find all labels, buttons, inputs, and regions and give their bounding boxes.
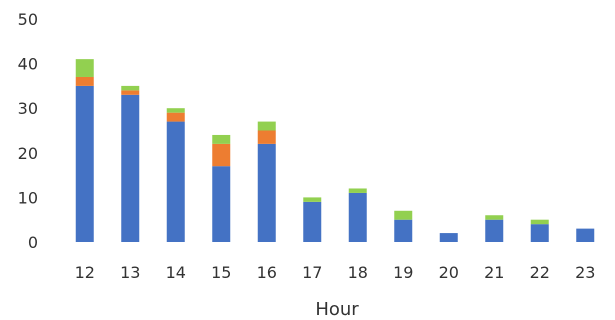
- bar-segment: [257, 130, 276, 144]
- bar-segment: [348, 192, 367, 242]
- bar-segment: [348, 188, 367, 193]
- bar-segment: [439, 233, 458, 242]
- bar-segment: [303, 197, 322, 202]
- x-tick-label: 22: [530, 263, 550, 282]
- bar-segment: [576, 228, 595, 242]
- bar-segment: [394, 210, 413, 220]
- x-axis-title: Hour: [315, 299, 359, 320]
- bar-segment: [212, 134, 231, 144]
- bar-segment: [257, 143, 276, 242]
- y-tick-label: 0: [28, 233, 38, 252]
- x-tick-label: 12: [75, 263, 95, 282]
- bar-segment: [212, 143, 231, 167]
- bar-segment: [394, 219, 413, 242]
- x-tick-label: 13: [120, 263, 140, 282]
- x-tick-label: 17: [302, 263, 322, 282]
- bar-segment: [212, 166, 231, 242]
- y-tick-label: 40: [18, 55, 38, 74]
- bar-segment: [485, 215, 504, 220]
- bars: [75, 59, 595, 243]
- bar-segment: [166, 108, 185, 113]
- bar-segment: [485, 219, 504, 242]
- y-tick-label: 50: [18, 10, 38, 29]
- x-tick-label: 21: [484, 263, 504, 282]
- x-tick-label: 20: [439, 263, 459, 282]
- y-tick-label: 10: [18, 188, 38, 207]
- bar-segment: [166, 112, 185, 122]
- x-tick-label: 14: [166, 263, 186, 282]
- bar-segment: [121, 90, 140, 95]
- x-tick-label: 18: [348, 263, 368, 282]
- bar-segment: [530, 224, 549, 242]
- x-tick-label: 19: [393, 263, 413, 282]
- bar-segment: [75, 59, 94, 77]
- x-axis-ticks: 12 13 14 15 16 17 18 19 20 21 22 23: [75, 263, 596, 282]
- bar-segment: [530, 219, 549, 225]
- bar-segment: [121, 94, 140, 242]
- bar-segment: [75, 76, 94, 86]
- y-axis-ticks: 0 10 20 30 40 50: [18, 10, 38, 252]
- bar-segment: [75, 85, 94, 243]
- x-tick-label: 15: [211, 263, 231, 282]
- x-tick-label: 16: [257, 263, 277, 282]
- x-tick-label: 23: [575, 263, 595, 282]
- bar-segment: [121, 85, 140, 91]
- bar-segment: [303, 201, 322, 242]
- y-tick-label: 30: [18, 99, 38, 118]
- bar-segment: [166, 121, 185, 242]
- y-tick-label: 20: [18, 144, 38, 163]
- bar-segment: [257, 121, 276, 131]
